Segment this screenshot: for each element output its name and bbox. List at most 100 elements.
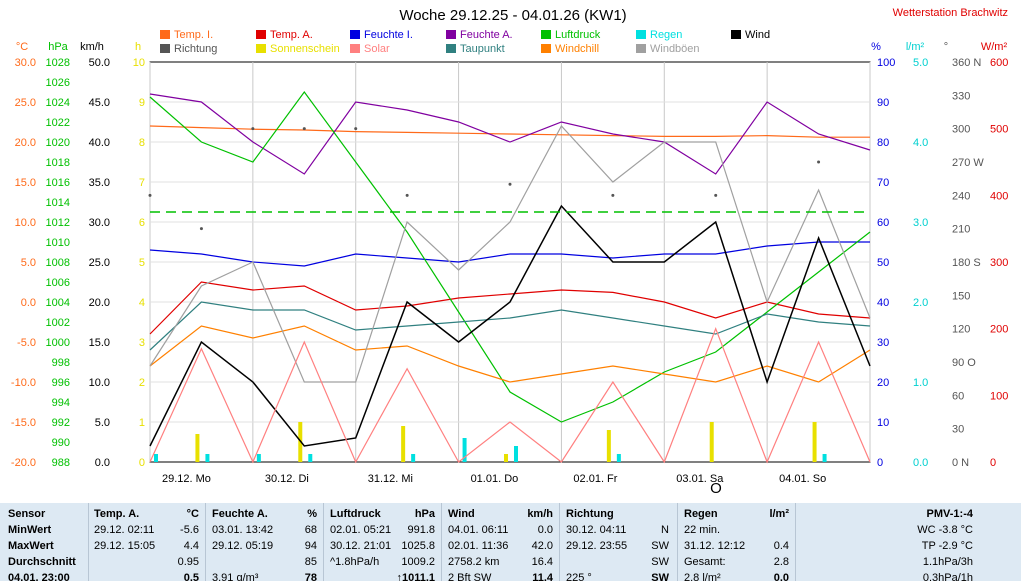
axis-1-tick: 1014: [46, 197, 70, 209]
axis-2-tick: 40.0: [89, 137, 110, 149]
legend-swatch-temp-a: [256, 30, 266, 39]
x-label-2: 31.12. Mi: [368, 473, 413, 485]
axis-6-tick: 90 O: [952, 357, 976, 369]
axis-1-tick: 1018: [46, 157, 70, 169]
stats-rain-total-label: Gesamt:: [684, 556, 726, 568]
stats-humidity-max-time: 29.12. 05:19: [212, 540, 274, 552]
axis-1-tick: 1024: [46, 97, 70, 109]
legend-label-taupunkt: Taupunkt: [460, 43, 505, 55]
stats-pressure-max-value: 1025.8: [401, 540, 435, 552]
axis-2-tick: 5.0: [95, 417, 110, 429]
stats-wind-header: Wind: [448, 508, 475, 520]
axis-4-tick: 50: [877, 257, 889, 269]
stats-pressure-max-time: 30.12. 21:01: [330, 540, 392, 552]
axis-1-tick: 996: [52, 377, 70, 389]
axis-5-tick: 3.0: [913, 217, 928, 229]
legend-swatch-sonnenschein: [256, 44, 266, 53]
stats-humidity-min-time: 03.01. 13:42: [212, 524, 274, 536]
stats-rain-max-time: 31.12. 12:12: [684, 540, 746, 552]
axis-3-tick: 5: [139, 257, 145, 269]
stats-pmv-trend-3h: 1.1hPa/3h: [922, 556, 973, 568]
axis-2-tick: 30.0: [89, 217, 110, 229]
point-richtung: [354, 127, 358, 131]
axis-0-tick: 0.0: [21, 297, 36, 309]
legend-swatch-feuchte-a: [446, 30, 456, 39]
point-richtung: [611, 193, 615, 197]
legend-label-luftdruck: Luftdruck: [555, 29, 601, 41]
axis-0-tick: -20.0: [11, 457, 36, 469]
axis-3-tick: 2: [139, 377, 145, 389]
axis-0-tick: -10.0: [11, 377, 36, 389]
x-label-3: 01.01. Do: [471, 473, 519, 485]
axis-2-tick: 0.0: [95, 457, 110, 469]
point-richtung: [199, 227, 203, 231]
legend-swatch-richtung: [160, 44, 170, 53]
point-richtung: [302, 127, 306, 131]
legend-swatch-taupunkt: [446, 44, 456, 53]
axis-1-tick: 990: [52, 437, 70, 449]
axis-6-tick: 360 N: [952, 57, 981, 69]
axis-5-tick: 4.0: [913, 137, 928, 149]
axis-4-tick: 30: [877, 337, 889, 349]
axis-2-tick: 15.0: [89, 337, 110, 349]
axis-0-tick: 20.0: [15, 137, 36, 149]
stats-rain-duration: 22 min.: [684, 524, 721, 536]
legend-swatch-windb-en: [636, 44, 646, 53]
stats-pressure: Luftdruck hPa 02.01. 05:21 991.8 30.12. 21…: [324, 503, 442, 581]
stats-wind-bft: 2 Bft SW: [448, 572, 492, 581]
stats-wind-avg-value: 16.4: [531, 556, 553, 568]
axis-6-tick: 330: [952, 90, 970, 102]
bar-regen: [308, 454, 313, 462]
bar-sonnenschein: [812, 422, 817, 462]
axis-2-tick: 50.0: [89, 57, 110, 69]
line-luftdruck: [149, 90, 871, 423]
stats-pressure-unit: hPa: [414, 508, 435, 520]
stats-row-max: MaxWert: [8, 540, 54, 552]
axis-1-tick: 1016: [46, 177, 70, 189]
axis-0-tick: 10.0: [15, 217, 36, 229]
axis-0-tick: 25.0: [15, 97, 36, 109]
axis-1-tick: 1000: [46, 337, 70, 349]
x-axis-labels: 29.12. Mo 30.12. Di 31.12. Mi 01.01. Do 02.0…: [162, 473, 826, 485]
axis-4-tick: 20: [877, 377, 889, 389]
axis-unit-2: km/h: [80, 41, 104, 53]
axis-2-tick: 35.0: [89, 177, 110, 189]
axis-unit-6: °: [944, 41, 948, 53]
axis-5-tick: 1.0: [913, 377, 928, 389]
bar-regen: [411, 454, 416, 462]
axis-unit-5: l/m²: [906, 41, 925, 53]
axis-6-tick: 270 W: [952, 157, 984, 169]
axis-1-tick: 1022: [46, 117, 70, 129]
stats-pressure-min-time: 02.01. 05:21: [330, 524, 392, 536]
axis-3-tick: 10: [133, 57, 145, 69]
stats-humidity: Feuchte A.% 03.01. 13:42 68 29.12. 05:19 9…: [206, 503, 324, 581]
stats-humidity-min-value: 68: [304, 524, 317, 536]
axis-2-tick: 25.0: [89, 257, 110, 269]
stats-rain-unit: l/m²: [769, 508, 789, 520]
stats-wind-unit: km/h: [527, 508, 553, 520]
point-richtung: [714, 193, 718, 197]
axis-0-tick: -15.0: [11, 417, 36, 429]
line-solar: [149, 327, 871, 464]
stats-pressure-trend: ^1.8hPa/h: [330, 556, 380, 568]
point-richtung: [508, 182, 512, 186]
stats-row-current: 04.01. 23:00: [8, 572, 70, 581]
stats-wind: Wind km/h 04.01. 06:11 0.0 02.01. 11:36 42.…: [442, 503, 560, 581]
stats-rain-header: Regen: [684, 508, 718, 520]
stats-direction-max-value: SW: [651, 540, 669, 552]
stats-pmv: PMV-1:-4 WC -3.8 °C TP -2.9 °C 1.1hPa/3h…: [796, 503, 1021, 581]
station-name: Wetterstation Brachwitz: [893, 7, 1008, 19]
axis-4-tick: 40: [877, 297, 889, 309]
stats-pmv-trend-1h: 0.3hPa/1h: [922, 572, 973, 581]
stats-direction-max-time: 29.12. 23:55: [566, 540, 628, 552]
legend-label-wind: Wind: [745, 29, 770, 41]
stats-humidity-unit: %: [307, 508, 317, 520]
axis-0-tick: 5.0: [21, 257, 36, 269]
stats-temp-min-value: -5.6: [180, 524, 199, 536]
stats-direction-degrees: 225 °: [566, 572, 592, 581]
x-label-0: 29.12. Mo: [162, 473, 211, 485]
axis-2-tick: 10.0: [89, 377, 110, 389]
axis-6-tick: 60: [952, 390, 964, 402]
stats-direction-avg-value: SW: [651, 556, 669, 568]
